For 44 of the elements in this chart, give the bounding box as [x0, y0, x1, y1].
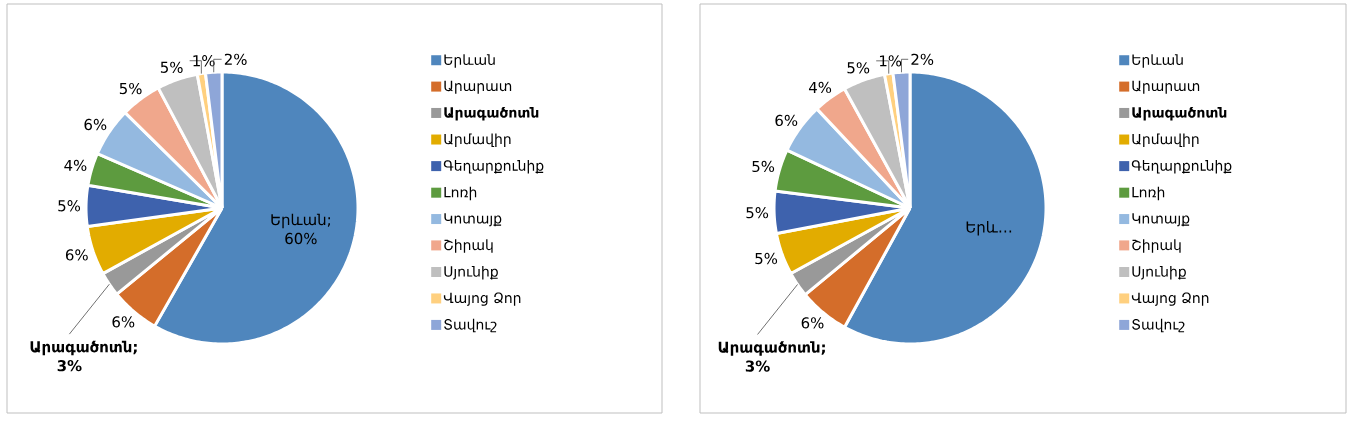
legend-label: Շիրակ	[444, 239, 493, 253]
data-label: 1%	[193, 55, 215, 67]
legend-label: Արմավիր	[444, 133, 511, 147]
legend-label: Արագածոտն	[444, 106, 539, 121]
legend-label: Երևան	[1132, 54, 1183, 68]
data-label: 2%	[911, 53, 934, 65]
legend-label: Կոտայք	[444, 213, 502, 227]
legend-label: Սյունիք	[1132, 265, 1186, 280]
data-label: Երևան; 60%	[271, 213, 330, 245]
data-label: 5%	[847, 62, 870, 74]
data-label: 6%	[801, 317, 824, 329]
data-label: 5%	[58, 200, 81, 212]
data-label: 4%	[64, 159, 87, 172]
legend-label: Սյունիք	[444, 265, 498, 280]
legend-label: Տավուշ	[1132, 318, 1185, 333]
legend-label: Արագածոտն	[1132, 106, 1227, 121]
legend-label: Արարատ	[1132, 80, 1200, 94]
legend-label: Վայոց Ձոր	[443, 292, 521, 306]
legend-label: Գեղարքունիք	[443, 160, 544, 174]
data-label: Արագածոտն; 3%	[718, 341, 825, 372]
legend-label: Վայոց Ձոր	[1131, 292, 1209, 306]
data-label: 6%	[112, 316, 135, 328]
data-label: 5%	[119, 82, 142, 95]
legend-label: Տավուշ	[444, 318, 497, 333]
data-label: 2%	[224, 53, 247, 65]
data-label: 6%	[65, 249, 88, 261]
data-label: 6%	[775, 114, 798, 127]
legend-label: Լոռի	[1132, 186, 1165, 201]
data-label: 4%	[808, 81, 832, 94]
legend-label: Շիրակ	[1132, 239, 1181, 253]
data-label: 5%	[752, 160, 775, 173]
legend-label: Լոռի	[444, 186, 477, 201]
legend-label: Գեղարքունիք	[1131, 160, 1232, 174]
data-label: 6%	[84, 118, 107, 131]
legend-label: Արմավիր	[1132, 133, 1199, 147]
data-label: 1%	[879, 55, 902, 67]
data-label: Արագածոտն; 3%	[30, 340, 137, 372]
legend-label: Կոտայք	[1132, 213, 1190, 227]
data-label: 5%	[755, 252, 778, 265]
legend-label: Արարատ	[444, 80, 512, 94]
data-label: 5%	[160, 61, 183, 73]
data-label: 5%	[746, 207, 769, 219]
legend-label: Երևան	[444, 54, 495, 68]
data-label: Երև…	[966, 221, 1012, 236]
